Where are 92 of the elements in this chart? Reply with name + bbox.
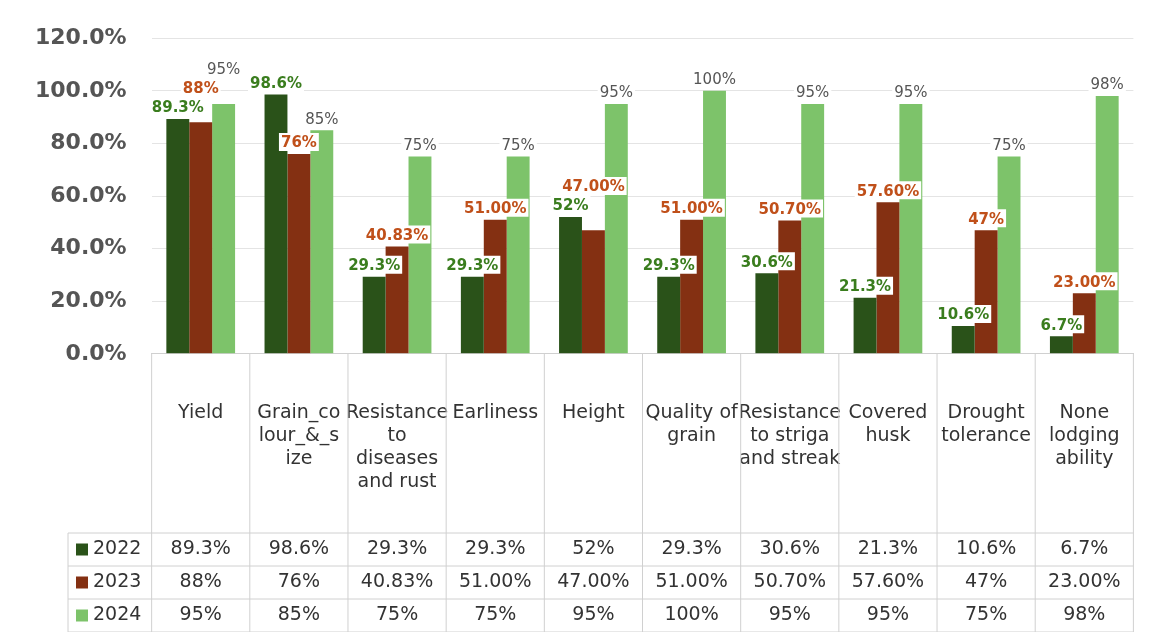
text: 95% [599,83,633,102]
text: 76% [280,133,317,152]
data-label: 100% [664,602,719,625]
data-label: 95% [866,602,910,625]
data-label: 98.6% [268,536,330,559]
data-label: 47.00% [557,569,630,592]
y-tick-label: 100.0% [34,76,127,102]
text: 75% [992,135,1026,154]
x-tick-label: Resistance to striga and streak [738,400,841,468]
data-label: 29.3% [661,536,722,559]
text: 75% [501,135,535,154]
text: 98% [1090,75,1124,94]
data-label: 52% [572,536,615,559]
text: 50.70% [758,199,822,218]
bar [581,230,605,354]
data-label: 75% [965,602,1008,625]
x-tick-label: Earliness [452,400,539,423]
data-label: 95% [572,602,615,625]
bar [287,153,311,354]
bar [362,276,386,354]
data-label: 6.7% [1060,536,1109,559]
data-label: 89.3% [170,536,231,559]
y-tick-label: 80.0% [50,129,127,155]
data-label: 51.00% [459,569,532,592]
text: 29.3% [642,256,695,275]
text: 95% [894,83,928,102]
data-label: 21.3% [857,536,919,559]
data-label: 50.70% [753,569,826,592]
data-label: 95% [768,602,811,625]
x-tick-label: Yield [177,400,224,423]
text: 98.6% [249,73,303,92]
bar [166,118,190,354]
text: 47.00% [562,177,625,196]
text: 57.60% [856,181,920,200]
data-label: 95% [179,602,222,625]
y-tick-label: 20.0% [50,286,127,312]
data-label: 23.00% [1048,569,1121,592]
bar [460,276,484,354]
data-label: 29.3% [366,536,428,559]
x-tick-label: None lodging ability [1049,400,1120,468]
x-tick-label: Height [562,400,625,423]
text: 23.00% [1053,272,1116,291]
text: 52% [552,196,589,215]
bar [189,122,213,354]
text: 40.83% [365,225,429,244]
bar [853,297,877,354]
data-label: 51.00% [655,569,728,592]
text: 47% [968,209,1005,228]
text: 100% [693,70,736,89]
data-label: 57.60% [851,569,925,592]
bar [1049,336,1073,354]
text: 89.3% [151,98,204,117]
legend-label: 2024 [93,602,142,625]
text: 29.3% [446,256,499,275]
text: 51.00% [464,199,527,218]
text: 85% [305,109,339,128]
data-label: 85% [277,602,321,625]
bar [657,276,681,354]
text: 21.3% [839,277,892,296]
text: 29.3% [348,256,401,275]
data-label: 29.3% [465,536,526,559]
data-label: 40.83% [360,569,434,592]
text: 95% [206,60,241,79]
data-label: 10.6% [955,536,1017,559]
data-label: 75% [474,602,517,625]
y-tick-label: 120.0% [34,23,127,49]
legend-label: 2023 [93,569,142,592]
y-tick-label: 0.0% [65,339,127,365]
x-tick-label: Drought tolerance [941,400,1031,445]
y-tick-label: 60.0% [50,181,127,207]
data-label: 47% [965,569,1008,592]
text: 75% [403,135,437,154]
text: 30.6% [740,252,793,271]
legend-label: 2022 [93,536,142,559]
data-label: 30.6% [759,536,820,559]
bar [559,217,582,354]
data-label: 75% [375,602,419,625]
data-label: 98% [1063,602,1106,625]
text: 6.7% [1040,315,1083,334]
x-tick-label: Grain_colour_&_size [257,400,341,468]
bar [951,325,975,354]
bar [212,103,236,354]
data-label: 88% [179,569,222,592]
text: 88% [182,79,219,98]
x-tick-label: Covered husk [848,400,928,445]
text: 10.6% [937,305,990,324]
data-label: 76% [277,569,321,592]
bar [755,273,779,354]
x-tick-label: Resistance to diseases and rust [345,400,449,491]
text: 51.00% [660,199,723,218]
text: 95% [796,83,830,102]
y-tick-label: 40.0% [50,234,127,260]
